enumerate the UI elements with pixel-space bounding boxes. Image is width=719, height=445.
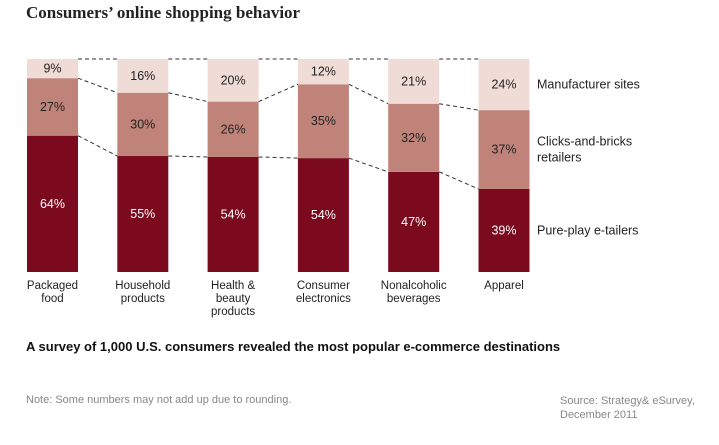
category-label: food [41, 293, 63, 305]
bar-segment [297, 84, 349, 159]
category-label: products [121, 293, 165, 305]
data-label: 35% [311, 114, 336, 128]
bar-segment [388, 171, 440, 272]
source-note: Source: Strategy& eSurvey, December 2011 [560, 394, 710, 422]
data-label: 12% [311, 65, 336, 79]
connector-line [258, 83, 299, 103]
bar-segment [297, 158, 349, 272]
connector-line [348, 157, 389, 173]
category-label: electronics [296, 293, 351, 305]
category-label: Health & [211, 280, 255, 292]
category-label: products [211, 306, 255, 318]
category-label: Consumer [297, 280, 350, 292]
bar-segment [117, 59, 169, 93]
data-label: 21% [401, 74, 426, 88]
connector-line [168, 92, 208, 103]
chart-subtitle: A survey of 1,000 U.S. consumers reveale… [26, 339, 561, 354]
bar-segment [117, 92, 169, 157]
bar-segment [297, 59, 349, 85]
bar-segment [117, 156, 169, 272]
source-line: Source: Strategy& eSurvey, [560, 395, 695, 407]
connector-line [348, 83, 389, 105]
data-label: 37% [491, 143, 516, 157]
category-label: beauty [216, 293, 251, 305]
chart-title: Consumers’ online shopping behavior [26, 3, 301, 22]
data-label: 30% [130, 117, 155, 131]
bar-segment [207, 156, 259, 272]
category-label: Packaged [27, 280, 78, 292]
connector-line [439, 171, 479, 190]
legend-label: retailers [537, 151, 581, 165]
stacked-bar-chart: 64%27%9%Packagedfood55%30%16%Householdpr… [27, 58, 640, 318]
bar-segment [27, 59, 78, 79]
bar-segment [478, 59, 530, 111]
connector-line [77, 135, 118, 157]
category-label: Nonalcoholic [381, 280, 447, 292]
connector-line [439, 103, 479, 111]
data-label: 39% [491, 223, 516, 237]
data-label: 9% [43, 62, 61, 76]
data-label: 16% [130, 69, 155, 83]
data-label: 54% [221, 207, 246, 221]
bar-segment [478, 110, 530, 189]
category-label: Apparel [484, 280, 524, 292]
data-label: 54% [311, 208, 336, 222]
category-label: Household [115, 280, 170, 292]
category-label: beverages [387, 293, 441, 305]
bar-segment [27, 135, 78, 272]
bar-segment [207, 101, 259, 157]
data-label: 55% [130, 207, 155, 221]
bar-segment [27, 78, 78, 136]
bar-segment [478, 188, 530, 272]
bar-segment [207, 59, 259, 102]
data-label: 64% [40, 197, 65, 211]
data-label: 26% [221, 122, 246, 136]
connector-line [168, 155, 208, 158]
legend-label: Manufacturer sites [537, 78, 640, 92]
connector-line [258, 156, 298, 159]
data-label: 24% [491, 78, 516, 92]
bar-segment [388, 59, 440, 104]
bar-segment [388, 103, 440, 172]
legend-label: Pure-play e-tailers [537, 223, 638, 237]
data-label: 20% [221, 73, 246, 87]
footnote: Note: Some numbers may not add up due to… [26, 394, 292, 406]
source-line: December 2011 [560, 409, 638, 421]
data-label: 47% [401, 215, 426, 229]
connector-line [77, 77, 118, 94]
legend-label: Clicks-and-bricks [537, 135, 632, 149]
data-label: 27% [40, 100, 65, 114]
data-label: 32% [401, 131, 426, 145]
